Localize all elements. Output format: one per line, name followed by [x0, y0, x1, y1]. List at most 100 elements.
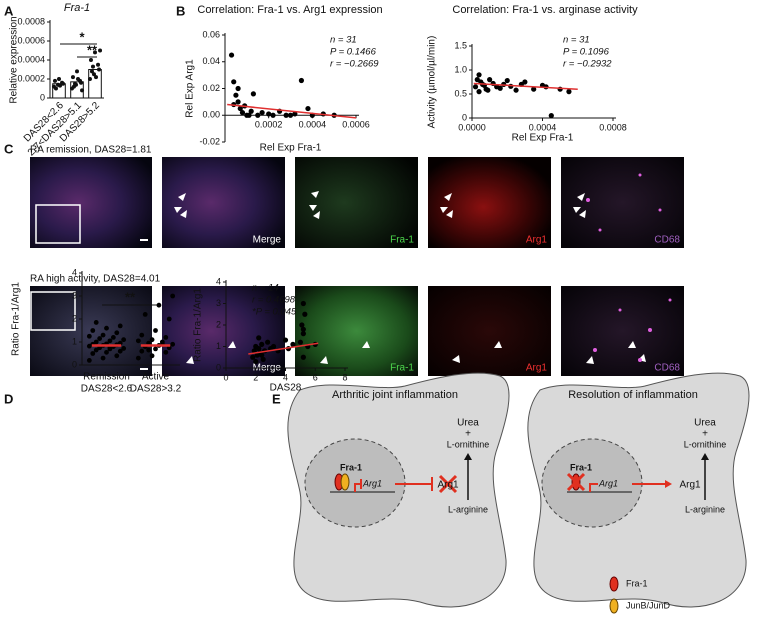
data-point — [566, 89, 572, 95]
data-point — [53, 86, 58, 91]
data-point — [104, 349, 109, 355]
image — [561, 157, 684, 248]
data-point — [513, 87, 519, 93]
diagram: Arthritic joint inflammation Fra-1 Arg1 … — [287, 372, 750, 614]
data-point — [504, 77, 510, 84]
data-point — [476, 72, 482, 78]
data-point — [300, 300, 306, 307]
data-point — [70, 75, 75, 80]
annotation: r = 0.4698 — [252, 295, 296, 306]
data-point — [256, 335, 262, 341]
data-point — [61, 81, 66, 86]
image-label: CD68 — [654, 363, 680, 374]
annotation: r = −0.2669 — [330, 59, 379, 70]
annotation: n = 31 — [563, 35, 590, 46]
x-axis-label: DAS28 — [270, 383, 302, 394]
data-point — [52, 78, 57, 83]
image-label: CD68 — [654, 235, 680, 246]
legend-label: Fra-1 — [626, 578, 648, 588]
data-point — [72, 81, 77, 86]
y-axis-label: Rel Exp Arg1 — [185, 59, 196, 118]
data-point — [476, 89, 482, 95]
y-tick-label: 0.0004 — [17, 54, 45, 64]
data-point — [290, 341, 296, 347]
data-point — [297, 339, 303, 345]
data-point — [114, 353, 120, 359]
product: Urea — [694, 418, 716, 429]
data-point — [156, 302, 162, 308]
image-label: Fra-1 — [390, 235, 414, 246]
data-point — [287, 112, 294, 118]
data-point — [256, 346, 262, 352]
y-tick-label: 1 — [216, 341, 221, 351]
x-tick-label: 0.0000 — [458, 122, 486, 132]
chart-title: Correlation: Fra-1 vs. Arg1 expression — [197, 4, 382, 16]
data-point — [117, 348, 123, 354]
data-point — [302, 311, 308, 317]
panel-label: B — [176, 3, 185, 18]
image — [428, 286, 551, 376]
data-point — [114, 330, 120, 336]
data-point — [239, 109, 246, 116]
y-tick-label: 4 — [216, 276, 221, 286]
plus: + — [465, 429, 471, 440]
data-point — [487, 77, 493, 83]
data-point — [548, 113, 554, 119]
data-point — [57, 77, 61, 81]
data-point — [110, 335, 116, 340]
data-point — [485, 87, 491, 93]
arrowhead — [665, 480, 672, 488]
data-point — [80, 88, 85, 93]
data-point — [100, 355, 106, 361]
data-point — [271, 343, 277, 350]
image-label: Fra-1 — [390, 363, 414, 374]
data-point — [237, 105, 243, 112]
data-point — [149, 353, 155, 359]
y-tick-label: 3 — [216, 298, 221, 308]
data-point — [298, 77, 305, 84]
x-tick-label: Active — [142, 372, 170, 383]
data-point — [300, 331, 306, 337]
cells — [586, 173, 672, 362]
data-point — [90, 64, 95, 69]
enzyme: Arg1 — [679, 480, 701, 491]
inset-box — [35, 204, 81, 244]
data-point — [259, 109, 265, 116]
arrowhead — [464, 453, 472, 460]
x-tick-sublabel: DAS28>3.2 — [130, 384, 182, 395]
product2: L-ornithine — [447, 439, 490, 449]
data-point — [153, 346, 158, 352]
y-tick-label: 1 — [72, 336, 77, 346]
data-point — [153, 328, 158, 333]
data-point — [259, 341, 265, 347]
data-point — [250, 91, 256, 97]
repress — [354, 483, 361, 492]
data-point — [292, 111, 298, 117]
data-point — [104, 325, 109, 331]
data-point — [522, 79, 528, 85]
y-axis-label: Ratio Fra-1/Arg1 — [11, 282, 22, 356]
legend-icon — [609, 576, 619, 592]
data-point — [235, 85, 241, 92]
data-point — [283, 112, 289, 118]
data-point — [117, 323, 123, 329]
gene: Arg1 — [598, 478, 618, 488]
y-tick-label: 0 — [40, 92, 45, 102]
plus: + — [702, 429, 708, 440]
data-point — [88, 58, 93, 62]
annotation: * — [79, 29, 85, 44]
data-point — [248, 108, 254, 114]
y-tick-label: 0.06 — [202, 29, 220, 39]
y-tick-label: 0.5 — [454, 88, 467, 98]
x-axis-label: Rel Exp Fra-1 — [260, 143, 322, 154]
y-tick-label: 0.04 — [202, 56, 220, 66]
data-point — [98, 48, 103, 53]
data-point — [300, 326, 306, 332]
image-label: Merge — [253, 235, 282, 246]
image — [162, 157, 285, 248]
junb-icon — [340, 473, 350, 491]
y-tick-label: 1.5 — [454, 40, 467, 50]
data-point — [87, 77, 92, 81]
data-point — [93, 339, 99, 345]
